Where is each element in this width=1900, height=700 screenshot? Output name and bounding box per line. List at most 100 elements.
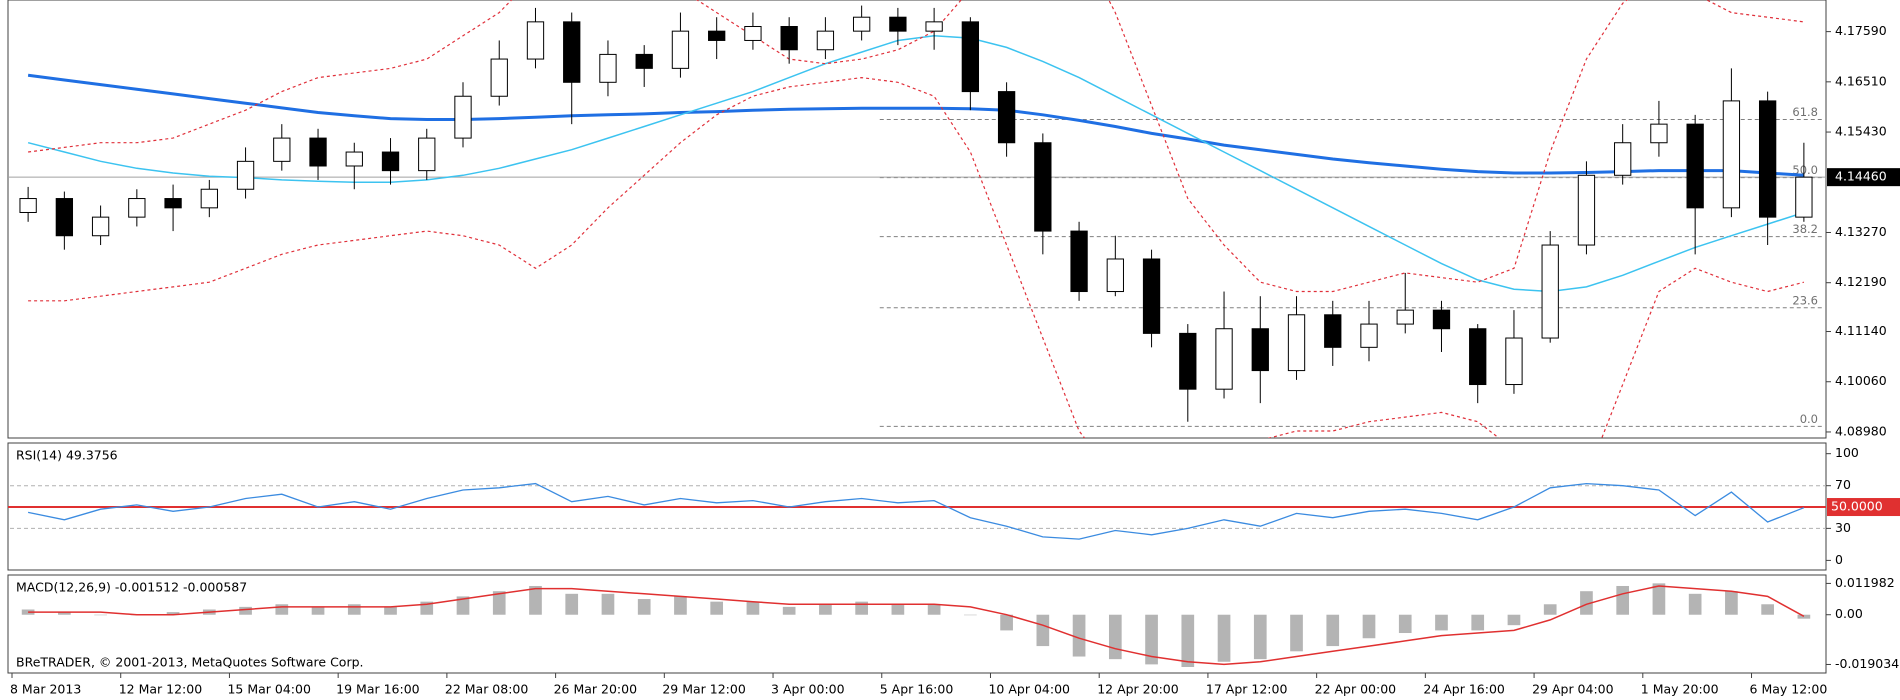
x-tick-label: 1 May 20:00 [1641,682,1719,697]
macd-bar [674,596,687,615]
candle-body [816,30,835,51]
candle-body [1541,244,1559,339]
macd-bar [1000,614,1013,631]
candle-body [345,151,363,167]
x-tick-label: 19 Mar 16:00 [336,682,420,697]
macd-bar [891,604,905,615]
x-tick-label: 22 Mar 08:00 [445,682,529,697]
candle-body [164,198,182,209]
candle-body [1360,323,1378,348]
candle-body [1795,176,1813,218]
macd-bar [565,593,579,615]
x-tick-label: 15 Mar 04:00 [227,682,311,697]
rsi-line [27,482,1805,540]
candle-body [1396,309,1414,325]
macd-bar [710,601,724,615]
x-tick-label: 12 Apr 20:00 [1097,682,1179,697]
macd-bar [1616,585,1630,615]
candle-body [1070,230,1088,293]
macd-signal-line [28,585,1805,666]
candle-body [1432,309,1451,330]
y-tick-label: 4.08980 [1835,423,1887,438]
candle-body [1215,328,1233,390]
y-tick-label: 4.12190 [1835,274,1887,289]
x-tick-label: 24 Apr 16:00 [1423,682,1505,697]
panel-frame [7,574,1827,674]
candle-body [490,58,508,97]
macd-bar [1652,583,1666,615]
macd-bar [782,606,796,615]
macd-bar [1398,614,1412,634]
macd-bar [927,604,941,615]
current-price-label: 4.14460 [1835,169,1887,184]
mid-level-box [1827,498,1900,517]
indicator-title: MACD(12,26,9) -0.001512 -0.000587 [16,580,247,595]
macd-bar [1797,614,1811,619]
macd-bar [1725,591,1738,615]
candle-body [1251,328,1269,372]
candle-body [1179,332,1197,390]
y-tick-label: 70 [1835,477,1851,492]
y-tick-label: -0.019034 [1835,656,1899,671]
candle-body [744,26,762,41]
candle-body [1287,314,1306,372]
candle-body [1650,123,1668,144]
macd-bar [239,606,252,615]
candle-body [1686,123,1704,209]
macd-bar [601,593,615,615]
macd-bar [456,596,470,615]
x-tick-label: 3 Apr 00:00 [771,682,845,697]
macd-bar [1145,614,1158,665]
y-tick-label: 4.15430 [1835,124,1887,139]
y-tick-label: 4.16510 [1835,73,1887,88]
x-tick-label: 10 Apr 04:00 [988,682,1070,697]
candle-body [19,198,37,213]
y-tick-label: 100 [1835,445,1859,460]
x-tick-label: 12 Mar 12:00 [119,682,203,697]
macd-bar [311,606,325,615]
candle-body [1324,314,1342,348]
x-tick-label: 6 May 12:00 [1750,682,1828,697]
overlay-line [28,0,1804,293]
fib-label: 0.0 [1800,412,1818,426]
candle-body [635,53,653,69]
candle-body [55,198,74,237]
y-tick-label: 0 [1835,552,1843,567]
macd-bar [94,614,107,616]
candle-body [997,91,1016,144]
macd-bar [1580,591,1593,615]
candle-body [671,30,690,69]
macd-bar [347,604,361,615]
macd-bar [275,604,289,615]
fib-label: 61.8 [1792,105,1818,119]
candle-body [1034,142,1052,232]
panel-frame [7,0,1827,439]
x-tick-label: 17 Apr 12:00 [1206,682,1288,697]
fib-label: 23.6 [1792,293,1818,307]
x-tick-label: 29 Apr 04:00 [1532,682,1614,697]
x-tick-label: 22 Apr 00:00 [1315,682,1397,697]
macd-bar [964,614,977,616]
candle-body [1614,142,1632,176]
macd-bar [1435,614,1448,631]
macd-bar [1471,614,1485,631]
candle-body [852,16,871,32]
candle-body [925,21,943,32]
x-tick-label: 5 Apr 16:00 [880,682,954,697]
macd-bar [1688,593,1702,615]
macd-bar [637,599,651,615]
candle-body [780,26,798,51]
macd-bar [1761,604,1774,615]
candle-body [236,160,255,190]
candle-body [381,151,400,172]
x-tick-label: 26 Mar 20:00 [554,682,638,697]
candle-body [309,137,327,167]
candle-body [1577,174,1596,246]
y-tick-label: 4.17590 [1835,23,1887,38]
candle-body [273,137,291,162]
macd-bar [1181,614,1195,667]
macd-bar [529,585,542,615]
candle-body [526,21,545,60]
overlay-line [27,73,1804,177]
